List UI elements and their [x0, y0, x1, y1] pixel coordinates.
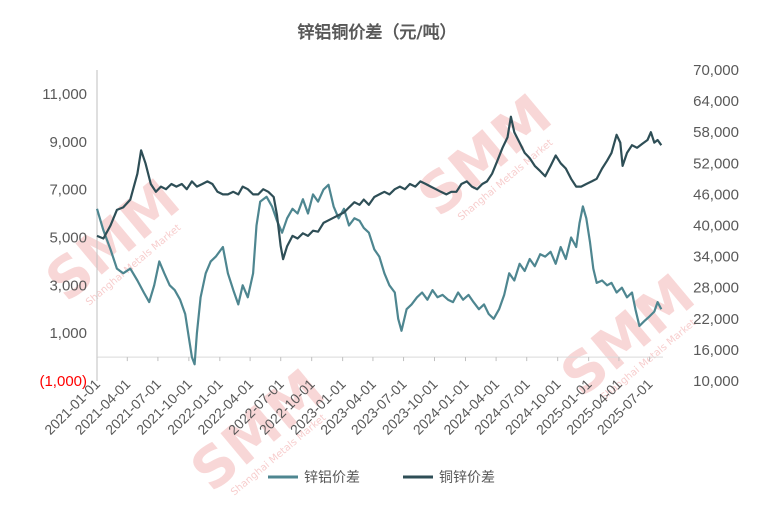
- right-tick-label: 10,000: [693, 373, 739, 390]
- right-tick-label: 58,000: [693, 124, 739, 141]
- right-tick-label: 40,000: [693, 218, 739, 235]
- right-tick-label: 28,000: [693, 280, 739, 297]
- left-tick-label: 1,000: [49, 325, 87, 342]
- left-tick-label: 7,000: [49, 182, 87, 199]
- legend: 锌铝价差 铜锌价差: [268, 470, 495, 486]
- left-tick-label: 5,000: [49, 229, 87, 246]
- legend-label: 锌铝价差: [304, 470, 360, 486]
- right-tick-label: 70,000: [693, 62, 739, 79]
- right-tick-label: 16,000: [693, 342, 739, 359]
- axes-layer: (1,000) 1,000 3,000 5,000 7,000 9,000 11,000 10…: [39, 62, 739, 438]
- left-tick-label: 3,000: [49, 277, 87, 294]
- right-tick-label: 52,000: [693, 155, 739, 172]
- series-line-2: [96, 115, 663, 261]
- legend-label: 铜锌价差: [439, 470, 495, 486]
- right-tick-label: 46,000: [693, 186, 739, 203]
- series-line-1: [95, 183, 663, 366]
- right-tick-label: 34,000: [693, 249, 739, 266]
- left-tick-label: 9,000: [49, 134, 87, 151]
- left-tick-label: (1,000): [39, 373, 87, 390]
- chart-title: 锌铝铜价差（元/吨）: [297, 22, 456, 43]
- series-layer: [95, 115, 663, 366]
- right-tick-label: 22,000: [693, 311, 739, 328]
- left-tick-label: 11,000: [42, 86, 87, 103]
- right-tick-label: 64,000: [693, 93, 739, 110]
